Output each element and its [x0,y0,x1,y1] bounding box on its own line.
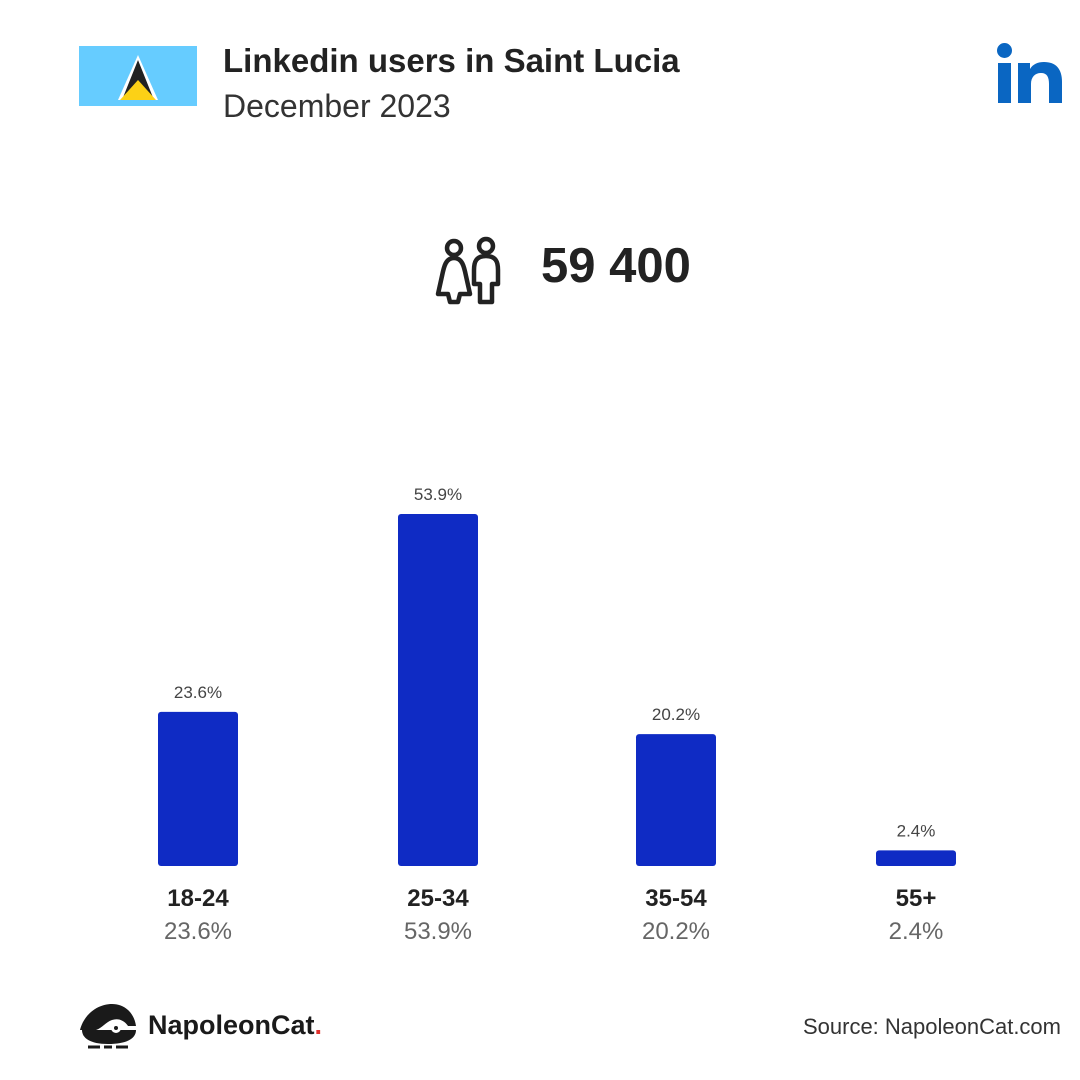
saint-lucia-flag-icon [79,46,197,106]
people-icon [435,236,501,305]
category-percent-label: 20.2% [642,918,710,945]
bar-value-label: 20.2% [652,705,700,724]
category-label: 25-34 [407,885,469,912]
category-percent-label: 23.6% [164,918,232,945]
category-label: 18-24 [167,885,229,912]
category-percent-label: 2.4% [889,918,944,945]
page-subtitle: December 2023 [223,88,451,124]
footer-brand-name: NapoleonCat [148,1010,315,1040]
source-text: Source: NapoleonCat.com [802,1014,1061,1039]
footer-brand-dot: . [314,1010,323,1040]
bar-value-label: 2.4% [897,821,936,840]
bar-35-54 [636,734,716,866]
category-label: 35-54 [645,885,707,912]
total-users-value: 59 400 [541,239,691,293]
bar-value-label: 23.6% [174,683,222,702]
napoleoncat-logo-icon [80,1004,136,1049]
bar-18-24 [158,711,238,866]
category-percent-label: 53.9% [404,918,472,945]
linkedin-logo-icon [997,43,1062,103]
bar-value-label: 53.9% [414,485,462,504]
footer-brand: NapoleonCat. [148,1010,322,1041]
bar-55+ [876,850,956,866]
bar-25-34 [398,514,478,866]
category-label: 55+ [896,885,937,912]
page-title: Linkedin users in Saint Lucia [223,42,680,79]
